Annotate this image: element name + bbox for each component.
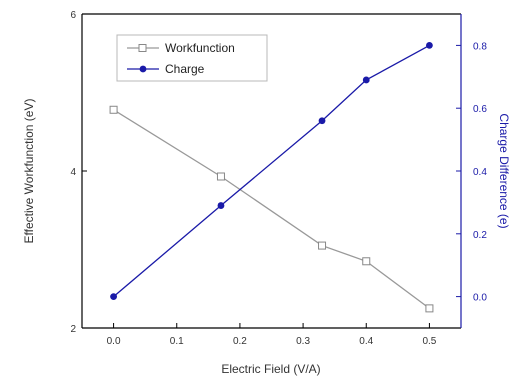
x-axis-title: Electric Field (V/A) xyxy=(221,362,320,376)
legend-entry-workfunction: Workfunction xyxy=(127,41,235,55)
legend: Workfunction Charge xyxy=(116,34,268,82)
charge-point xyxy=(110,293,117,300)
left-y-tick-label: 2 xyxy=(70,324,76,335)
legend-entry-charge: Charge xyxy=(127,62,205,76)
charge-point xyxy=(426,42,433,49)
left-y-tick-label: 4 xyxy=(70,167,76,178)
workfunction-series-line xyxy=(113,109,430,309)
legend-workfunction-label: Workfunction xyxy=(165,41,235,55)
axes-frame xyxy=(81,13,462,329)
right-y-tick-label: 0.2 xyxy=(473,230,487,241)
x-tick-label: 0.5 xyxy=(422,336,436,347)
legend-box xyxy=(116,34,268,82)
right-y-tick-label: 0.6 xyxy=(473,104,487,115)
workfunction-point xyxy=(318,241,327,250)
charge-point xyxy=(362,76,370,84)
right-y-tick-label: 0.8 xyxy=(473,41,487,52)
legend-workfunction-marker xyxy=(138,44,147,52)
x-tick-label: 0.3 xyxy=(296,336,310,347)
series-layer xyxy=(109,42,434,313)
left-y-tick-label: 6 xyxy=(70,10,76,21)
charge-point xyxy=(217,202,225,209)
right-y-tick-label: 0.0 xyxy=(473,293,487,304)
legend-charge-label: Charge xyxy=(165,62,205,76)
workfunction-point xyxy=(425,304,434,313)
right-y-tick-label: 0.4 xyxy=(473,167,487,178)
x-tick-label: 0.0 xyxy=(107,336,121,347)
workfunction-point xyxy=(362,257,371,266)
charge-point xyxy=(318,117,326,125)
charge-series-line xyxy=(113,44,430,298)
left-y-axis-title: Effective Workfunction (eV) xyxy=(22,99,36,244)
x-tick-label: 0.1 xyxy=(170,336,184,347)
x-tick-label: 0.4 xyxy=(359,336,373,347)
workfunction-point xyxy=(216,172,225,181)
x-ticks: 0.0 0.1 0.2 0.3 0.4 0.5 xyxy=(107,323,437,347)
right-y-axis-title: Charge Difference (e) xyxy=(497,113,511,228)
right-y-ticks: 0.0 0.2 0.4 0.6 0.8 xyxy=(456,41,487,304)
workfunction-point xyxy=(109,105,118,114)
legend-charge-marker xyxy=(139,65,147,73)
left-y-ticks: 2 4 6 xyxy=(70,10,87,335)
x-tick-label: 0.2 xyxy=(233,336,247,347)
